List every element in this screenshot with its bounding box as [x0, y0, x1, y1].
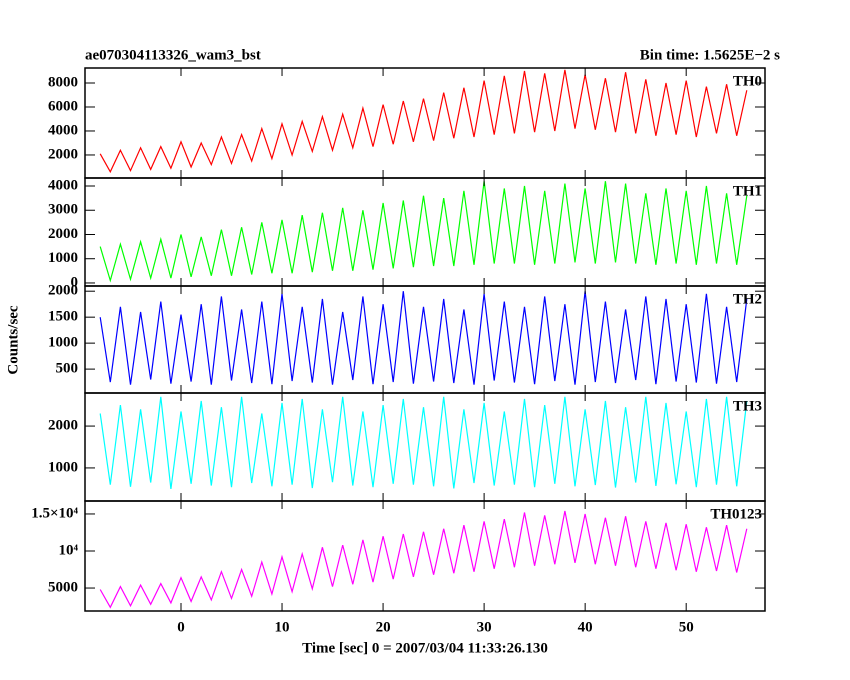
- series-line: [99, 69, 748, 174]
- panel-label: TH0: [733, 73, 762, 89]
- y-tick-label: 1000: [48, 335, 78, 351]
- series-group: [99, 396, 748, 489]
- chart-title: ae070304113326_wam3_bst: [85, 47, 261, 63]
- y-tick-label: 1.5×10⁴: [31, 505, 78, 521]
- y-tick-label: 4000: [48, 177, 78, 193]
- y-tick-label: 4000: [48, 122, 78, 138]
- x-tick-label: 30: [477, 619, 492, 635]
- series-line: [99, 291, 748, 385]
- y-tick-label: 8000: [48, 74, 78, 90]
- y-tick-label: 1000: [48, 459, 78, 475]
- panel-label: TH0123: [710, 506, 762, 522]
- series-group: [99, 69, 748, 174]
- panel-label: TH3: [733, 398, 762, 414]
- x-tick-label: 10: [275, 619, 290, 635]
- y-tick-label: 0: [71, 274, 79, 290]
- x-tick-label: 0: [177, 619, 185, 635]
- series-group: [99, 291, 748, 385]
- y-tick-label: 10⁴: [59, 542, 79, 558]
- panel-label: TH1: [733, 183, 762, 199]
- x-axis-label: Time [sec] 0 = 2007/03/04 11:33:26.130: [302, 640, 548, 656]
- x-tick-label: 50: [679, 619, 694, 635]
- series-line: [99, 510, 748, 609]
- y-tick-label: 5000: [48, 579, 78, 595]
- panel-label: TH2: [733, 291, 762, 307]
- y-tick-label: 2000: [48, 283, 78, 299]
- series-line: [99, 181, 748, 283]
- y-tick-label: 2000: [48, 418, 78, 434]
- y-tick-label: 2000: [48, 226, 78, 242]
- y-tick-label: 2000: [48, 146, 78, 162]
- x-tick-label: 40: [578, 619, 593, 635]
- y-tick-label: 500: [56, 361, 79, 377]
- series-group: [99, 181, 748, 283]
- panel-frame: [84, 500, 766, 612]
- series-group: [99, 510, 748, 609]
- y-tick-label: 1000: [48, 250, 78, 266]
- y-tick-label: 3000: [48, 202, 78, 218]
- series-line: [99, 396, 748, 489]
- y-axis-label: Counts/sec: [5, 305, 21, 375]
- x-tick-label: 20: [376, 619, 391, 635]
- bin-time: Bin time: 1.5625E−2 s: [640, 47, 780, 63]
- y-tick-label: 1500: [48, 309, 78, 325]
- y-tick-label: 6000: [48, 98, 78, 114]
